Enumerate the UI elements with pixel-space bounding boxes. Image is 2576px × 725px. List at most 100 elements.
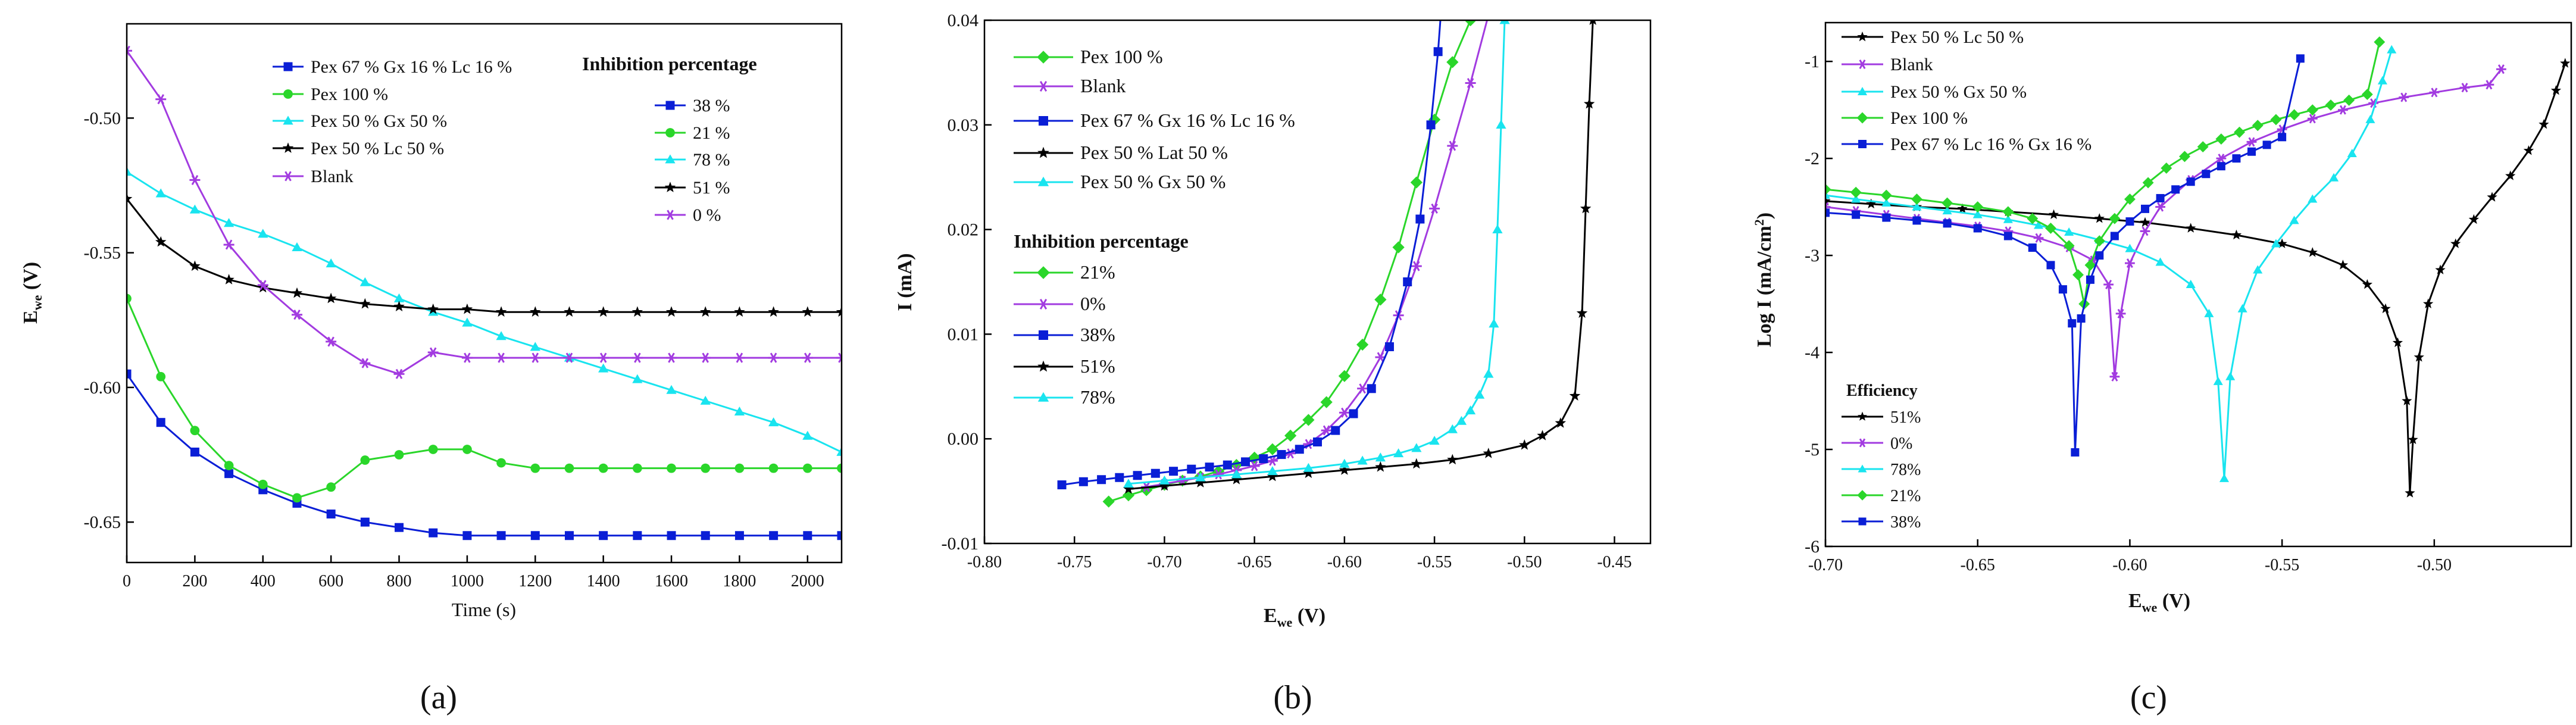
data-point [2337,260,2349,270]
y-axis-label: I (mA) [894,253,916,311]
data-point [530,342,540,351]
data-point [1825,183,1831,195]
data-point [461,352,473,363]
data-point [1266,443,1279,455]
data-point [2523,145,2534,155]
data-point [496,531,506,540]
data-point [2414,352,2424,362]
legend-item-3: Pex 50 % Lc 50 % [273,139,444,158]
data-point [1321,425,1332,436]
data-point [564,352,575,363]
y-tick-label: 0.02 [948,220,979,240]
x-tick-label: -0.50 [2417,556,2452,574]
legend-title: Inhibition percentage [582,53,757,74]
legend-item-1: Blank [1014,75,1126,96]
data-point [1357,383,1368,394]
data-point [291,287,303,298]
data-point [564,463,574,473]
legend-item-4: Pex 67 % Lc 16 % Gx 16 % [1842,135,2092,154]
data-point [2140,217,2150,227]
inhibition-item-0: 21% [1014,261,1115,283]
data-point [2217,162,2225,171]
x-tick-label: -0.65 [1961,556,1995,574]
data-point [2125,243,2135,252]
data-point [496,331,507,340]
data-point [1415,214,1425,224]
x-tick-label: -0.65 [1237,553,1271,571]
inhibition-item-4: 78% [1014,386,1115,408]
axes-frame [1824,21,2572,548]
data-point [1576,307,1588,318]
data-point [837,463,842,473]
data-point [1284,429,1297,442]
data-point [2142,177,2154,189]
data-point [2003,214,2013,223]
data-point [360,455,370,465]
data-point [2246,137,2257,147]
data-point [2155,202,2165,212]
legend-marker [1037,146,1049,158]
data-point [359,358,371,368]
series-line [127,373,842,537]
data-point [599,531,608,540]
data-point [802,463,812,473]
data-point [1410,176,1423,189]
data-point [2329,173,2339,182]
data-point [2377,76,2387,85]
data-point [1277,450,1286,460]
series-1 [1141,20,1489,492]
data-point [768,417,779,427]
data-point [836,306,842,317]
data-point [2179,151,2190,162]
x-tick-label: 400 [251,572,276,590]
x-tick-label: -0.80 [967,553,1002,571]
inhibition-item-3: 51% [1014,355,1115,377]
data-point [1123,483,1134,494]
data-point [155,188,166,198]
series-line [1825,68,2502,377]
y-tick-label: -1 [1805,52,1820,71]
data-point [1367,384,1376,393]
data-point [1259,454,1268,464]
legend-label: Pex 100 % [1080,46,1163,67]
data-point [2002,206,2014,218]
data-point [2046,261,2055,270]
data-point [427,347,439,358]
inhibition-item-4: 0 % [655,205,721,225]
y-tick-label: -0.60 [84,378,121,398]
inhibition-item-3: 51 % [655,178,730,198]
legend: Pex 100 % Blank Pex 67 % Gx 16 % Lc 16 % Pe… [1014,46,1295,408]
y-tick-label: -5 [1805,440,1820,460]
data-point [1943,219,1952,228]
data-point [326,336,337,347]
legend-label: 78 % [693,150,730,170]
y-tick-label: -0.01 [942,534,979,554]
data-point [2027,212,2039,224]
legend-marker [1858,438,1867,448]
data-point [598,463,608,473]
data-point [2539,119,2549,129]
data-point [2237,304,2247,312]
data-point [427,303,439,314]
legend-label: Pex 100 % [311,85,388,104]
data-point [2399,92,2409,102]
data-point [2296,54,2305,63]
data-point [2387,45,2397,54]
data-point [2186,279,2196,288]
legend-marker [1039,330,1048,340]
data-point [700,395,711,405]
legend-marker [283,89,293,99]
legend-marker [1039,116,1048,126]
data-point [734,306,745,317]
data-point [802,352,813,363]
data-point [127,293,132,304]
data-point [428,445,438,454]
data-point [2550,85,2562,95]
data-point [530,531,540,540]
data-point [189,260,201,271]
data-point [462,317,473,327]
data-point [2213,376,2223,385]
data-point [1338,370,1350,382]
series-4 [1825,54,2305,457]
data-point [769,531,779,540]
